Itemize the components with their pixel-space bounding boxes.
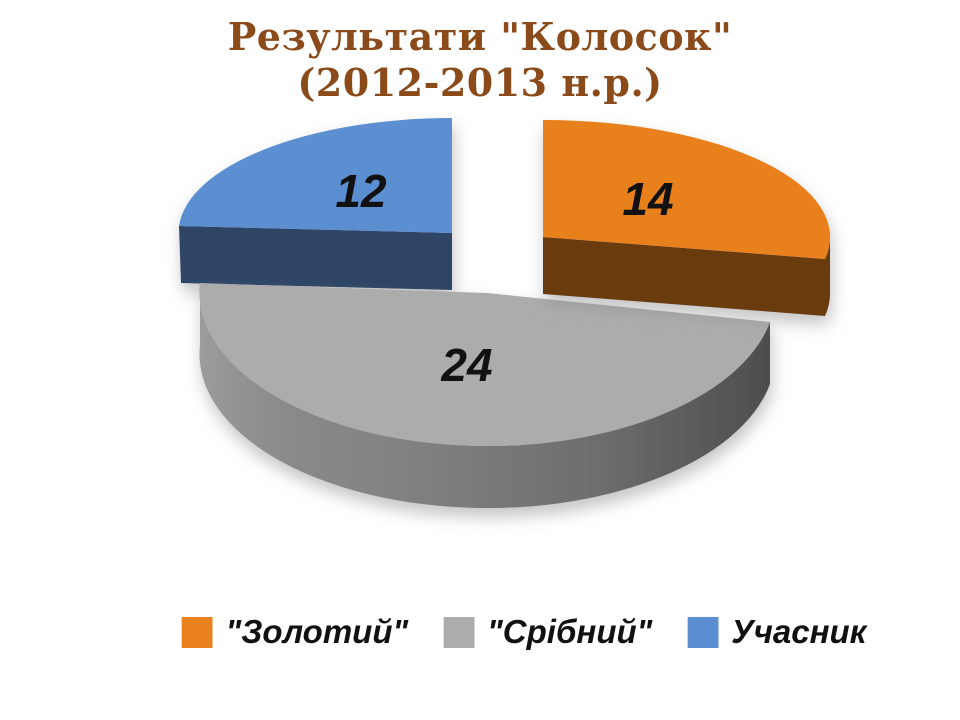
- legend-label-participant: Учасник: [731, 613, 867, 650]
- slice-label-gold: 14: [622, 173, 673, 225]
- legend-item-silver: "Срібний": [443, 613, 652, 651]
- pie-slice-participant-side: [179, 226, 452, 290]
- legend-item-participant: Учасник: [687, 613, 866, 651]
- pie-slice-silver-side-shading: [199, 283, 770, 509]
- legend-label-gold: "Золотий": [225, 613, 409, 650]
- legend-swatch-participant-icon: [687, 616, 719, 648]
- pie-slice-silver: [199, 283, 770, 509]
- pie-slice-gold-top: [543, 119, 831, 259]
- slice-label-participant: 12: [335, 165, 387, 217]
- pie-slice-gold-side: [543, 237, 831, 316]
- chart-title: Результати "Колосок" (2012-2013 н.р.): [0, 14, 960, 106]
- chart-title-line1: Результати "Колосок": [227, 14, 733, 59]
- pie-slice-silver-top: [199, 283, 770, 447]
- legend-swatch-gold-icon: [181, 616, 213, 648]
- legend-item-gold: "Золотий": [181, 613, 409, 651]
- slice-label-silver: 24: [440, 339, 492, 391]
- legend-label-silver: "Срібний": [487, 613, 653, 650]
- pie-slice-participant: [179, 118, 452, 290]
- chart-title-line2: (2012-2013 н.р.): [297, 60, 663, 105]
- chart-legend: "Золотий" "Срібний" Учасник: [181, 613, 866, 651]
- pie-slice-participant-top: [179, 118, 452, 233]
- legend-swatch-silver-icon: [443, 616, 475, 648]
- pie-slice-gold: [543, 119, 831, 316]
